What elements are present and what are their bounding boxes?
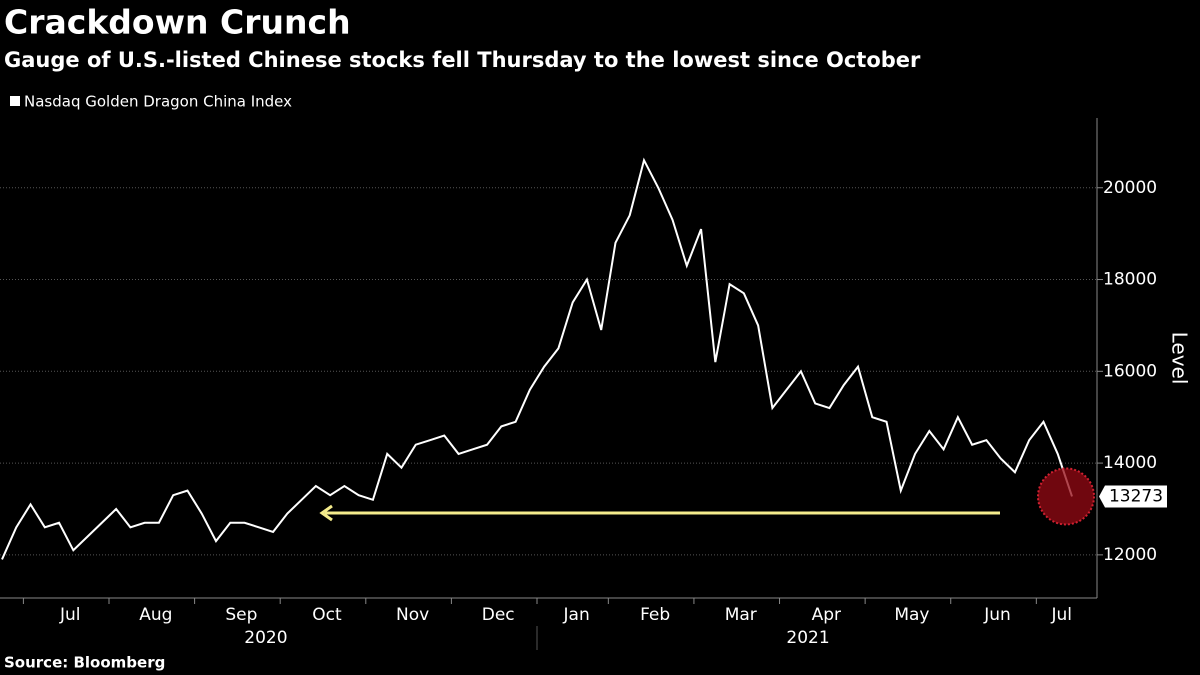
x-tick-label: Feb [640, 605, 670, 625]
x-tick-label: Mar [725, 605, 757, 625]
x-tick-label: Jun [983, 605, 1011, 625]
x-tick-label: Apr [812, 605, 841, 625]
x-tick-label: Aug [139, 605, 172, 625]
legend-swatch [10, 96, 20, 106]
arrow-head [319, 504, 333, 522]
chart-title: Crackdown Crunch [4, 3, 351, 42]
y-tick-label: 14000 [1103, 453, 1157, 473]
x-tick-label: Oct [312, 605, 342, 625]
y-tick-label: 20000 [1103, 178, 1157, 198]
x-tick-label: Jul [1050, 605, 1072, 625]
y-tick-label: 12000 [1103, 545, 1157, 565]
last-value-label: 13273 [1109, 486, 1163, 506]
legend-label: Nasdaq Golden Dragon China Index [24, 93, 292, 111]
line [1, 157, 1073, 560]
highlight-circle [1037, 467, 1095, 526]
y-tick-label: 16000 [1103, 361, 1157, 381]
x-tick-label: Jan [563, 605, 590, 625]
source: Source: Bloomberg [4, 654, 165, 672]
y-axis-label: Level [1168, 332, 1192, 385]
y-tick-label: 18000 [1103, 270, 1157, 290]
x-tick-label: May [894, 605, 929, 625]
year-label: 2021 [786, 628, 829, 648]
x-tick-label: Dec [482, 605, 515, 625]
last-value-box [1099, 485, 1167, 508]
x-tick-label: Sep [225, 605, 257, 625]
x-tick-label: Nov [396, 605, 429, 625]
chart-subtitle: Gauge of U.S.-listed Chinese stocks fell… [4, 48, 921, 72]
x-tick-label: Jul [59, 605, 81, 625]
year-label: 2020 [244, 628, 287, 648]
